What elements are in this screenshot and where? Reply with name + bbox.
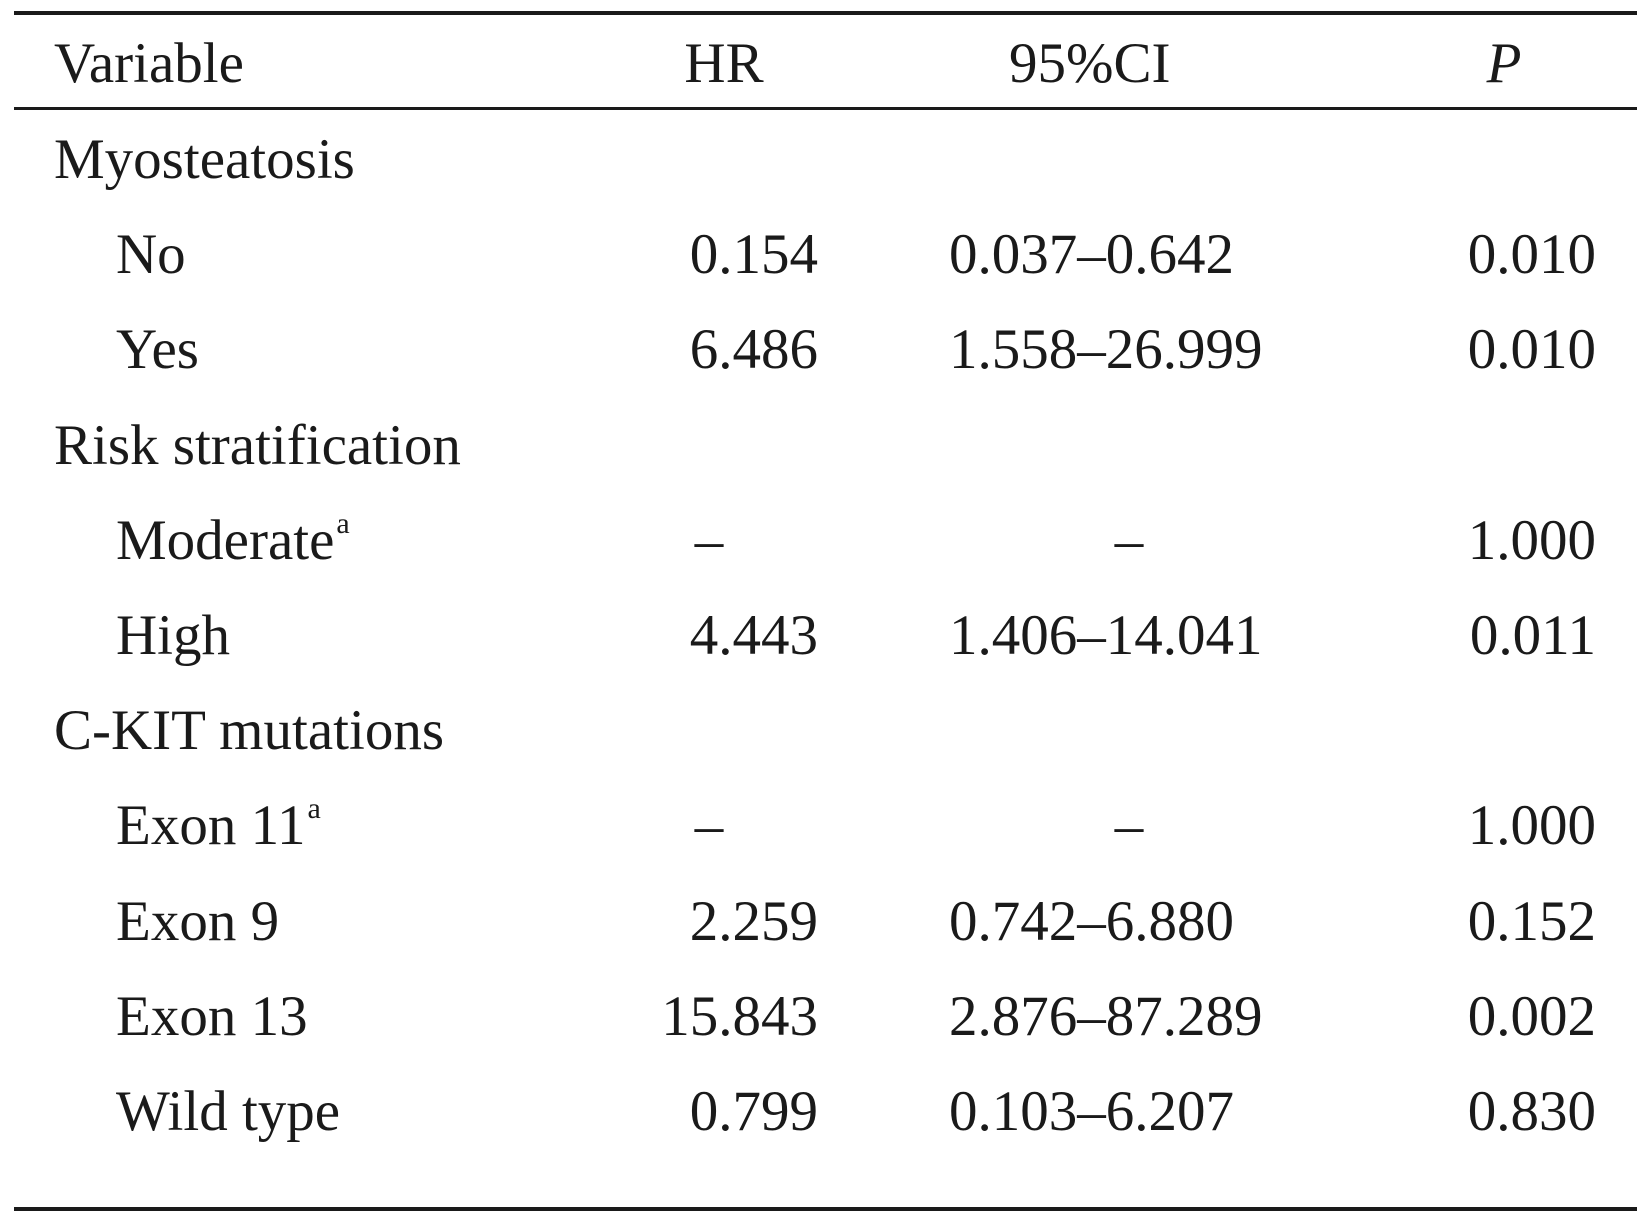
ci-cell: 1.558–26.999 [949, 318, 1263, 382]
group-label: Myosteatosis [54, 128, 355, 191]
header-ci: 95%CI [1009, 32, 1171, 95]
ci-cell: 0.103–6.207 [949, 1080, 1234, 1143]
group-row: Myosteatosis [14, 110, 1637, 210]
group-label: Risk stratification [54, 413, 461, 477]
ci-cell: 2.876–87.289 [949, 984, 1263, 1048]
p-value-cell: 0.010 [1467, 318, 1596, 382]
table-row: High 4.443 1.406–14.041 0.011 [14, 586, 1637, 686]
variable-label: Moderate [116, 508, 335, 572]
variable-cell: Wild type [116, 1062, 340, 1162]
hr-cell: – [694, 508, 724, 572]
table-row: Wild type 0.799 0.103–6.207 0.830 [14, 1062, 1637, 1162]
table-row: Exon 13 15.843 2.876–87.289 0.002 [14, 967, 1637, 1067]
footnote-marker: a [307, 792, 321, 826]
p-value-cell: 0.010 [1467, 223, 1596, 287]
hr-cell: 4.443 [689, 604, 818, 667]
header-variable: Variable [54, 32, 244, 95]
hr-cell: 0.154 [689, 223, 818, 287]
variable-label: Exon 13 [116, 984, 308, 1048]
p-value-cell: 0.002 [1467, 984, 1596, 1048]
variable-cell: Exon 13 [116, 967, 308, 1067]
hr-cell: – [694, 794, 724, 858]
hr-cell: 6.486 [689, 318, 818, 382]
group-label: C-KIT mutations [54, 699, 445, 763]
header-hr: HR [684, 32, 764, 95]
header-p: P [1486, 32, 1522, 95]
table-top-rule [14, 11, 1637, 15]
table-header-rule [14, 107, 1637, 110]
table-bottom-rule [14, 1207, 1637, 1211]
table-row: Exon 11a – – 1.000 [14, 776, 1637, 876]
variable-cell: Exon 11a [116, 776, 321, 876]
variable-label: No [116, 223, 186, 287]
p-value-cell: 0.011 [1469, 604, 1596, 667]
variable-cell: Yes [116, 300, 199, 400]
table-row: Moderatea – – 1.000 [14, 491, 1637, 591]
variable-label: Yes [116, 318, 199, 382]
variable-label: Wild type [116, 1080, 341, 1143]
hazard-ratio-table: Variable HR 95%CI P Myosteatosis No 0.154 0… [14, 0, 1637, 1224]
p-value-cell: 0.830 [1467, 1080, 1596, 1143]
variable-cell: No [116, 205, 186, 305]
group-row: Risk stratification [14, 396, 1637, 496]
table-row: Exon 9 2.259 0.742–6.880 0.152 [14, 872, 1637, 972]
table-row: Yes 6.486 1.558–26.999 0.010 [14, 300, 1637, 400]
hr-cell: 15.843 [661, 984, 818, 1048]
ci-cell: 0.742–6.880 [949, 889, 1234, 953]
footnote-marker: a [336, 506, 350, 540]
variable-label: High [116, 604, 230, 667]
ci-cell: – [1114, 794, 1144, 858]
variable-label: Exon 11 [116, 794, 306, 858]
variable-label: Exon 9 [116, 889, 280, 953]
p-value-cell: 0.152 [1467, 889, 1596, 953]
variable-cell: High [116, 586, 230, 686]
variable-cell: Exon 9 [116, 872, 279, 972]
hr-cell: 0.799 [689, 1080, 818, 1143]
ci-cell: 0.037–0.642 [949, 223, 1234, 287]
table-header-row: Variable HR 95%CI P [14, 14, 1637, 114]
ci-cell: – [1114, 508, 1144, 572]
ci-cell: 1.406–14.041 [949, 604, 1263, 667]
variable-cell: Moderatea [116, 491, 350, 591]
p-value-cell: 1.000 [1467, 794, 1596, 858]
group-row: C-KIT mutations [14, 681, 1637, 781]
table-row: No 0.154 0.037–0.642 0.010 [14, 205, 1637, 305]
hr-cell: 2.259 [689, 889, 818, 953]
p-value-cell: 1.000 [1467, 508, 1596, 572]
